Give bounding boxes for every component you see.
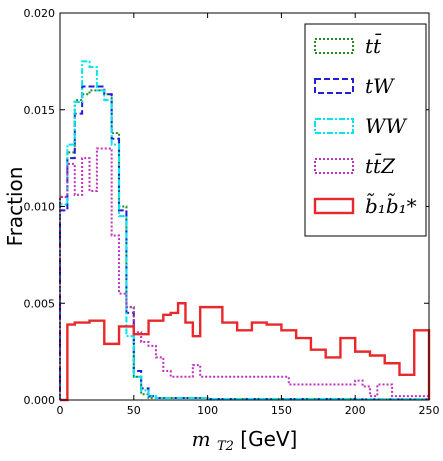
legend-label: tW xyxy=(365,74,395,98)
x-tick-label: 200 xyxy=(345,404,366,417)
x-tick-label: 0 xyxy=(57,404,64,417)
x-axis-label-sub: T2 xyxy=(217,439,234,454)
ticks-layer: 0 50 100 150 200 250 0.000 0.005 0.010 0.015 0.020 xyxy=(24,7,440,417)
y-tick-label: 0.010 xyxy=(24,201,56,214)
legend-frame xyxy=(304,23,427,237)
x-axis-label-var: m xyxy=(192,427,211,451)
x-axis-label-unit: [GeV] xyxy=(240,427,297,451)
legend-label: b̃₁b̃₁* xyxy=(365,192,417,218)
y-tick-label: 0.000 xyxy=(24,394,56,407)
legend-label: tt̄ xyxy=(365,33,382,58)
legend-swatch xyxy=(314,118,354,134)
legend-label: tt̄Z xyxy=(365,153,396,178)
x-tick-label: 150 xyxy=(271,404,292,417)
legend-swatch xyxy=(314,78,354,94)
x-tick-label: 100 xyxy=(197,404,218,417)
y-tick-label: 0.020 xyxy=(24,7,56,20)
legend-swatch xyxy=(314,38,354,54)
legend-label: WW xyxy=(365,114,408,138)
legend-swatch xyxy=(314,158,354,174)
y-axis-label: Fraction xyxy=(3,167,27,247)
x-axis-label: m T2 [GeV] xyxy=(192,427,298,455)
legend: tt̄ tW WW tt̄Z b̃₁b̃₁* xyxy=(304,23,427,237)
x-tick-label: 50 xyxy=(127,404,141,417)
series-line-2 xyxy=(59,60,430,401)
series-line-4 xyxy=(60,302,431,402)
series-line-3 xyxy=(59,147,430,400)
legend-swatch xyxy=(313,197,355,215)
y-tick-label: 0.005 xyxy=(24,297,56,310)
y-tick-label: 0.015 xyxy=(24,104,56,117)
x-tick-label: 250 xyxy=(419,404,440,417)
